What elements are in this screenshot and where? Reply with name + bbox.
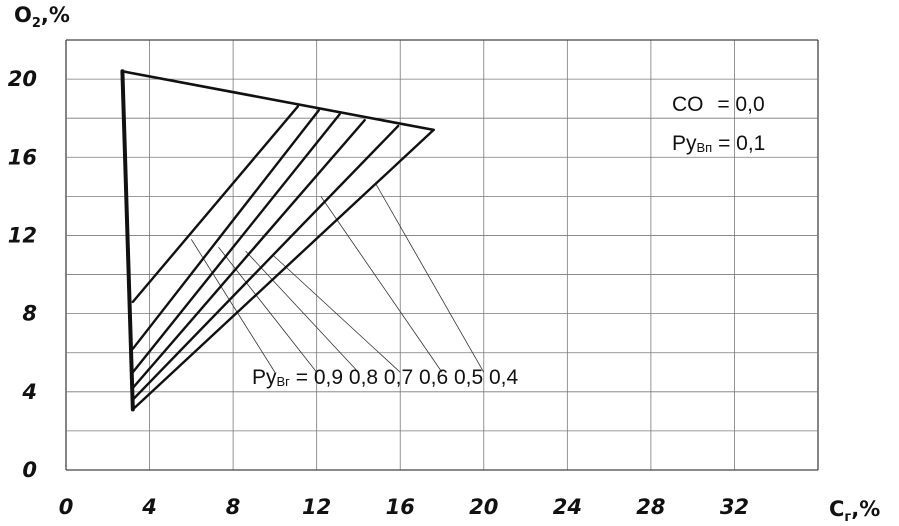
series-caption-main: Py [252, 366, 277, 389]
boundary-left-edge [120, 69, 135, 412]
y-axis-label-main: O [14, 3, 32, 27]
y-tick-label: 20 [8, 67, 37, 91]
series-line [131, 124, 400, 401]
x-tick-label: 12 [302, 495, 331, 519]
annotations: CO = 0,0 PyВп = 0,1 PyВг = 0,9 0,8 0,7 0… [252, 93, 765, 389]
series-line [131, 109, 320, 351]
series-line [131, 113, 341, 374]
tick-labels: 0 4 8 12 16 20 24 28 32 0 4 8 12 16 20 [8, 67, 749, 519]
x-tick-label: 0 [59, 495, 74, 519]
y-axis-label-unit: ,% [41, 3, 70, 27]
x-axis-label-main: C [829, 497, 844, 521]
series-caption-values: = 0,9 0,8 0,7 0,6 0,5 0,4 [290, 366, 519, 389]
leader-line [245, 250, 359, 373]
y-tick-label: 16 [8, 145, 37, 169]
series-caption-sub: Вг [277, 374, 291, 389]
x-axis-label: Cг,% [829, 497, 880, 525]
legend-co-value: = 0,0 [712, 93, 765, 116]
x-axis-label-sub: г [844, 510, 851, 525]
leader-lines [190, 182, 485, 373]
legend-co-main: CO [672, 93, 704, 116]
boundary-triangle [120, 69, 435, 412]
legend-pyvp-value: = 0,1 [712, 132, 765, 155]
y-tick-label: 0 [22, 458, 37, 482]
y-tick-label: 4 [21, 380, 37, 404]
series-caption: PyВг = 0,9 0,8 0,7 0,6 0,5 0,4 [252, 366, 519, 389]
leader-line [320, 196, 443, 373]
legend-pyvp-sub: Вп [697, 140, 713, 155]
legend-line-pyvp: PyВп = 0,1 [672, 132, 765, 155]
y-axis-label: O2,% [14, 3, 70, 31]
x-tick-label: 24 [553, 495, 582, 519]
x-tick-label: 28 [636, 495, 665, 519]
x-tick-label: 8 [226, 495, 241, 519]
series-lines [131, 105, 435, 411]
leader-line [374, 182, 485, 373]
legend-pyvp-main: Py [672, 132, 697, 155]
series-line [131, 128, 435, 411]
leader-line [272, 254, 401, 373]
y-tick-label: 8 [22, 302, 37, 326]
leader-line [218, 246, 317, 373]
y-tick-label: 12 [8, 223, 37, 247]
x-tick-label: 32 [720, 495, 749, 519]
x-axis-label-unit: ,% [851, 497, 880, 521]
axis-titles: O2,% Cг,% [14, 3, 880, 525]
x-tick-label: 16 [386, 495, 415, 519]
x-tick-label: 20 [469, 495, 498, 519]
x-tick-label: 4 [141, 495, 157, 519]
grid [65, 39, 819, 471]
legend-line-co: CO = 0,0 [672, 93, 765, 116]
series-line [131, 118, 366, 390]
y-axis-label-sub: 2 [32, 16, 41, 31]
series-line [131, 105, 300, 304]
boundary-top-edge [121, 69, 435, 132]
leader-line [190, 239, 276, 373]
